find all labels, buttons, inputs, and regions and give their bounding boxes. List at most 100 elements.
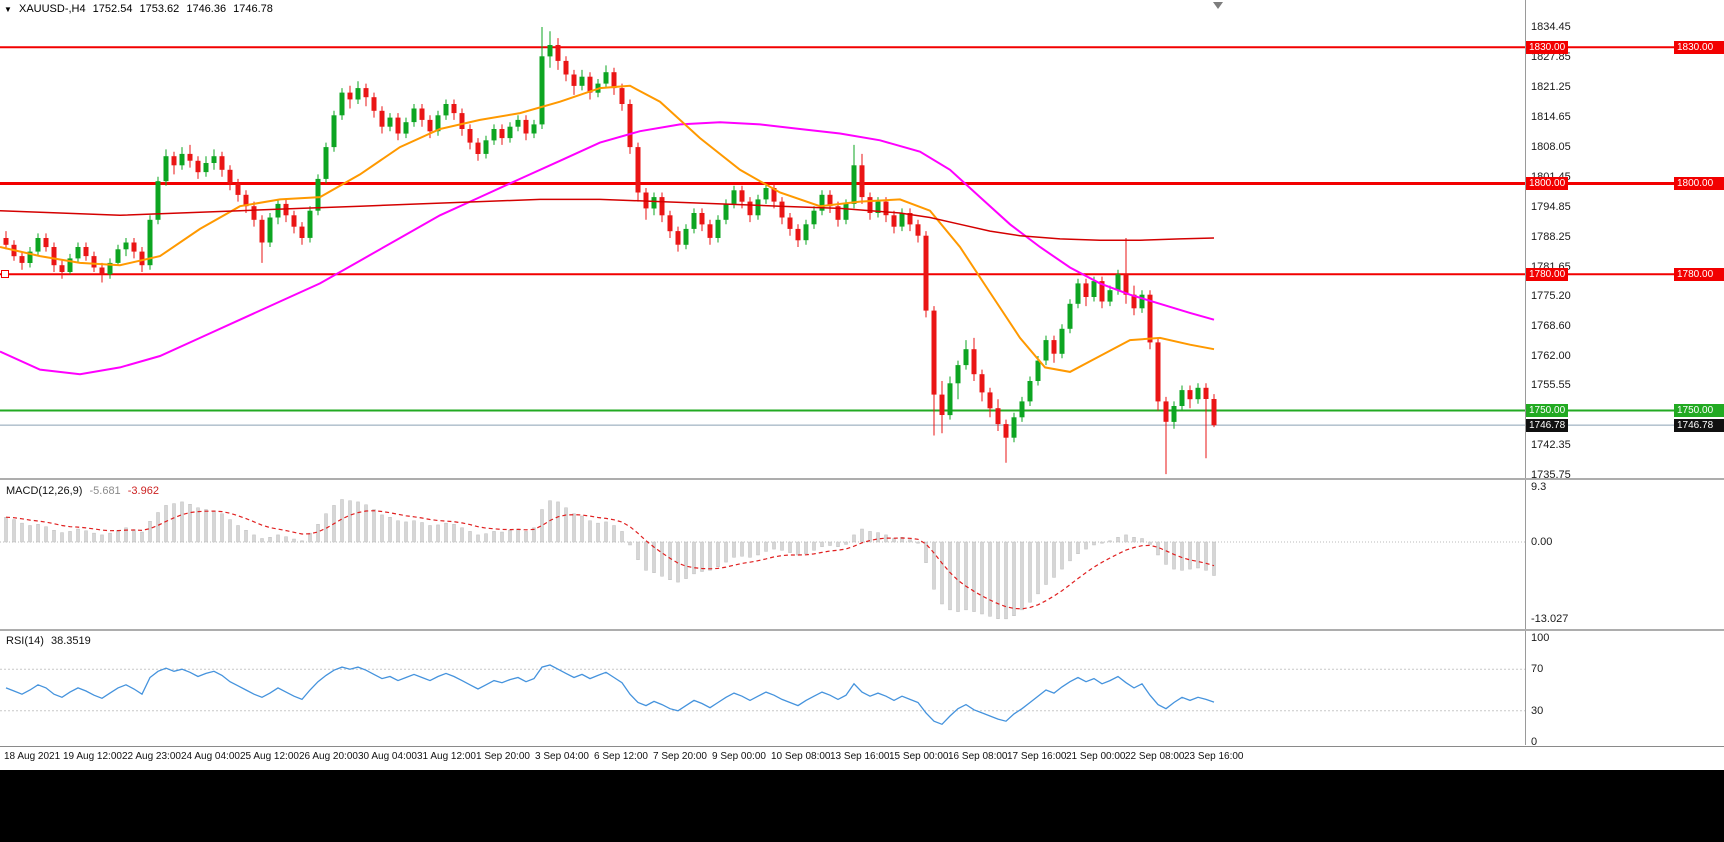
macd-bar xyxy=(1172,541,1176,570)
macd-bar xyxy=(1148,541,1152,545)
macd-bar xyxy=(700,541,704,572)
macd-bar xyxy=(276,534,280,543)
macd-bar xyxy=(164,505,168,543)
candle-body xyxy=(355,88,361,100)
macd-bar xyxy=(1068,541,1072,562)
price-label: 1808.05 xyxy=(1531,140,1571,153)
candle-body xyxy=(203,163,209,173)
macd-bar xyxy=(596,522,600,543)
macd-bar xyxy=(52,530,56,543)
rsi-panel[interactable] xyxy=(0,631,1724,745)
candle-body xyxy=(987,392,993,409)
candle-body xyxy=(571,74,577,86)
candle-body xyxy=(515,119,521,127)
chart-dropdown-icon[interactable]: ▼ xyxy=(4,5,12,14)
price-scale[interactable]: 1834.451827.851821.251814.651808.051801.… xyxy=(1526,0,1724,748)
macd-bar xyxy=(756,541,760,556)
macd-bar xyxy=(1076,541,1080,555)
candles-group xyxy=(3,27,1217,475)
candle-body xyxy=(859,165,865,198)
candle-body xyxy=(851,165,857,204)
candle-body xyxy=(1043,340,1049,361)
candle-body xyxy=(211,156,217,163)
macd-bar xyxy=(292,538,296,543)
candle-body xyxy=(867,197,873,213)
time-axis[interactable]: 18 Aug 2021 19 Aug 12:00 22 Aug 23:00 24 Au… xyxy=(0,746,1724,771)
time-label: 26 Aug 20:00 xyxy=(299,751,358,762)
time-label: 16 Sep 08:00 xyxy=(948,751,1008,762)
macd-bar xyxy=(404,521,408,543)
macd-panel[interactable] xyxy=(0,480,1724,630)
candle-body xyxy=(19,256,25,263)
candle-body xyxy=(1091,281,1097,297)
chart-shift-marker[interactable] xyxy=(1213,2,1223,9)
hline-anchor-1780[interactable] xyxy=(1,270,9,279)
candle-body xyxy=(587,76,593,93)
macd-bar xyxy=(132,529,136,543)
candle-body xyxy=(331,115,337,148)
macd-bar xyxy=(628,541,632,546)
candle-body xyxy=(275,203,281,218)
ma-red-line xyxy=(0,198,1215,241)
candle-body xyxy=(947,383,953,416)
macd-bar xyxy=(572,513,576,543)
rsi-panel-resize-separator[interactable] xyxy=(0,629,1724,631)
candle-body xyxy=(611,72,617,89)
macd-bar xyxy=(1084,541,1088,550)
candle-body xyxy=(299,226,305,238)
macd-bar xyxy=(772,541,776,550)
macd-bar xyxy=(540,509,544,543)
macd-bar xyxy=(588,520,592,543)
macd-bar xyxy=(1204,541,1208,571)
macd-bar xyxy=(444,522,448,543)
candle-body xyxy=(875,201,881,213)
macd-bar xyxy=(852,534,856,543)
macd-bar xyxy=(860,528,864,543)
macd-bar xyxy=(708,541,712,571)
macd-bar xyxy=(180,501,184,543)
candle-body xyxy=(691,213,697,229)
macd-bar xyxy=(684,541,688,579)
macd-bar xyxy=(644,541,648,571)
macd-bar xyxy=(100,534,104,543)
candle-body xyxy=(123,242,129,250)
macd-bar xyxy=(908,539,912,543)
candle-body xyxy=(1187,390,1193,400)
macd-panel-resize-separator[interactable] xyxy=(0,478,1724,480)
candle-body xyxy=(403,122,409,134)
candle-body xyxy=(1211,399,1217,426)
ma-orange-line xyxy=(0,84,1215,373)
candle-body xyxy=(243,194,249,207)
candle-body xyxy=(259,219,265,243)
horizontal-level-lines xyxy=(0,46,1724,412)
macd-bar xyxy=(172,503,176,543)
candle-body xyxy=(451,104,457,114)
macd-bar xyxy=(4,517,8,543)
candle-body xyxy=(787,217,793,229)
macd-label: MACD(12,26,9) -5.681 -3.962 xyxy=(6,485,159,497)
macd-bar xyxy=(868,531,872,543)
candle-body xyxy=(43,238,49,248)
macd-bar xyxy=(692,541,696,575)
macd-bar xyxy=(228,519,232,543)
candle-body xyxy=(107,262,113,275)
price-label: 1762.00 xyxy=(1531,350,1571,362)
candle-body xyxy=(1139,294,1145,309)
candle-body xyxy=(819,194,825,211)
candle-body xyxy=(371,97,377,111)
macd-bar xyxy=(828,541,832,546)
candle-body xyxy=(1003,424,1009,438)
candle-body xyxy=(619,88,625,104)
main-price-chart[interactable] xyxy=(0,0,1724,480)
candle-body xyxy=(307,210,313,238)
current-price-badge-scale: 1746.78 xyxy=(1526,418,1569,432)
candle-body xyxy=(427,119,433,132)
macd-bar xyxy=(84,530,88,543)
ma-magenta-line xyxy=(0,121,1215,376)
candle-body xyxy=(547,45,553,57)
candle-body xyxy=(1075,283,1081,304)
candle-body xyxy=(51,247,57,266)
macd-bar xyxy=(556,501,560,543)
macd-bar xyxy=(1180,541,1184,571)
time-label: 22 Aug 23:00 xyxy=(122,751,181,762)
